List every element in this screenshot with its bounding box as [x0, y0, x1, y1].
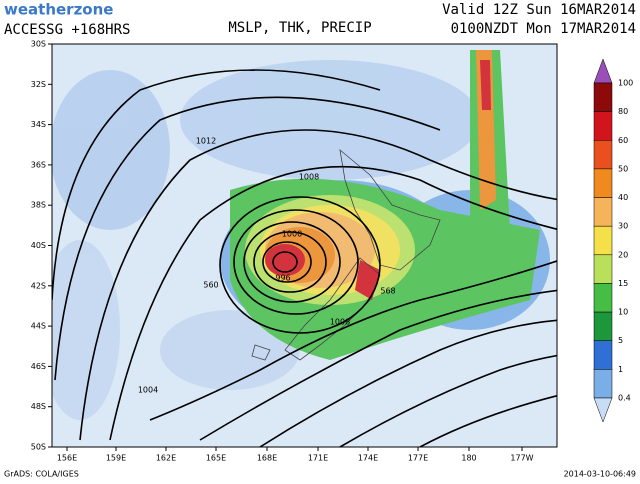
- map-title: MSLP, THK, PRECIP: [228, 20, 371, 36]
- legend-swatch: [593, 111, 613, 141]
- lat-label: 42S: [31, 281, 46, 290]
- precip-area: [476, 50, 496, 210]
- timestamp: 2014-03-10-06:49: [564, 470, 636, 479]
- isobar: [419, 394, 557, 447]
- isobar: [199, 289, 557, 441]
- legend-label: 80: [618, 107, 628, 116]
- contour-label: 1008: [330, 318, 350, 327]
- legend-label: 15: [618, 279, 628, 288]
- lon-label: 171E: [308, 454, 328, 463]
- legend-swatch: [593, 168, 613, 198]
- isobar: [52, 69, 381, 301]
- legend-label: 5: [618, 336, 623, 345]
- lat-label: 30S: [31, 40, 46, 49]
- legend-label: 1: [618, 365, 623, 374]
- lon-label: 180: [461, 454, 476, 463]
- precip-area: [480, 60, 491, 110]
- valid-utc: Valid 12Z Sun 16MAR2014: [442, 2, 636, 18]
- contour-label: 1000: [282, 230, 302, 239]
- legend-label: 10: [618, 308, 628, 317]
- lat-label: 34S: [31, 120, 46, 129]
- model-run: ACCESSG +168HRS: [4, 22, 130, 38]
- isobar: [79, 129, 557, 441]
- isobar: [259, 319, 557, 447]
- lon-label: 159E: [106, 454, 126, 463]
- legend-label: 0.4: [618, 394, 631, 403]
- lat-label: 32S: [31, 80, 46, 89]
- precip-area: [52, 70, 170, 230]
- stewart-island: [251, 344, 271, 361]
- isobar: [262, 241, 312, 283]
- lat-label: 44S: [31, 322, 46, 331]
- contour-label: 996: [275, 274, 290, 283]
- legend-swatch: [593, 340, 613, 370]
- isobar: [253, 231, 327, 293]
- credit: GrADS: COLA/IGES: [4, 470, 79, 479]
- legend-swatch: [593, 283, 613, 313]
- legend-label: 50: [618, 164, 628, 173]
- legend-label: 30: [618, 222, 628, 231]
- lon-label: 177E: [408, 454, 428, 463]
- legend-label: 20: [618, 250, 628, 259]
- contour-label: 1008: [299, 173, 319, 182]
- lat-label: 40S: [31, 241, 46, 250]
- longitude-labels: 156E 159E 162E 165E 168E 171E 174E 177E 180 177W: [57, 447, 534, 463]
- lon-label: 168E: [257, 454, 277, 463]
- brand: weatherzone: [4, 1, 113, 19]
- isobar: [272, 251, 298, 273]
- legend-label: 100: [618, 79, 633, 88]
- isobar: [109, 165, 557, 441]
- isobar: [339, 354, 557, 447]
- legend-label: 60: [618, 136, 628, 145]
- lon-label: 177W: [510, 454, 533, 463]
- legend: 100 80 60 50 40 30 20 15 10 5 1 0.4: [593, 58, 633, 423]
- legend-swatch: [593, 197, 613, 227]
- contour-label: 1012: [196, 137, 216, 146]
- isobar: [233, 209, 359, 315]
- isobars: [52, 69, 557, 447]
- isobar: [149, 260, 557, 421]
- north-island: [339, 149, 441, 271]
- lon-label: 162E: [156, 454, 176, 463]
- contour-label: 1004: [138, 386, 158, 395]
- legend-swatch: [593, 225, 613, 256]
- legend-label: 40: [618, 193, 628, 202]
- legend-cap: [593, 58, 613, 84]
- lat-label: 36S: [31, 160, 46, 169]
- lon-label: 156E: [57, 454, 77, 463]
- legend-cap: [593, 397, 613, 423]
- contour-labels: 1012 1008 1000 996 1008 1004 560 568: [138, 137, 396, 395]
- contour-label: 568: [380, 287, 395, 296]
- isobar: [243, 221, 341, 303]
- lon-label: 174E: [358, 454, 378, 463]
- legend-swatch: [593, 369, 613, 399]
- lat-label: 50S: [31, 443, 46, 452]
- valid-local: 0100NZDT Mon 17MAR2014: [451, 21, 636, 37]
- lon-label: 165E: [206, 454, 226, 463]
- legend-swatch: [593, 140, 613, 170]
- legend-swatch: [593, 82, 613, 112]
- legend-swatch: [593, 254, 613, 284]
- isobar: [54, 96, 441, 381]
- lat-label: 48S: [31, 402, 46, 411]
- latitude-labels: 30S 32S 34S 36S 38S 40S 42S 44S 46S 48S 50S: [31, 40, 52, 452]
- legend-swatch: [593, 311, 613, 341]
- lat-label: 38S: [31, 201, 46, 210]
- map-area: 1012 1008 1000 996 1008 1004 560 568: [52, 44, 557, 447]
- contour-label: 560: [203, 281, 218, 290]
- lat-label: 46S: [31, 362, 46, 371]
- isobar: [219, 196, 381, 334]
